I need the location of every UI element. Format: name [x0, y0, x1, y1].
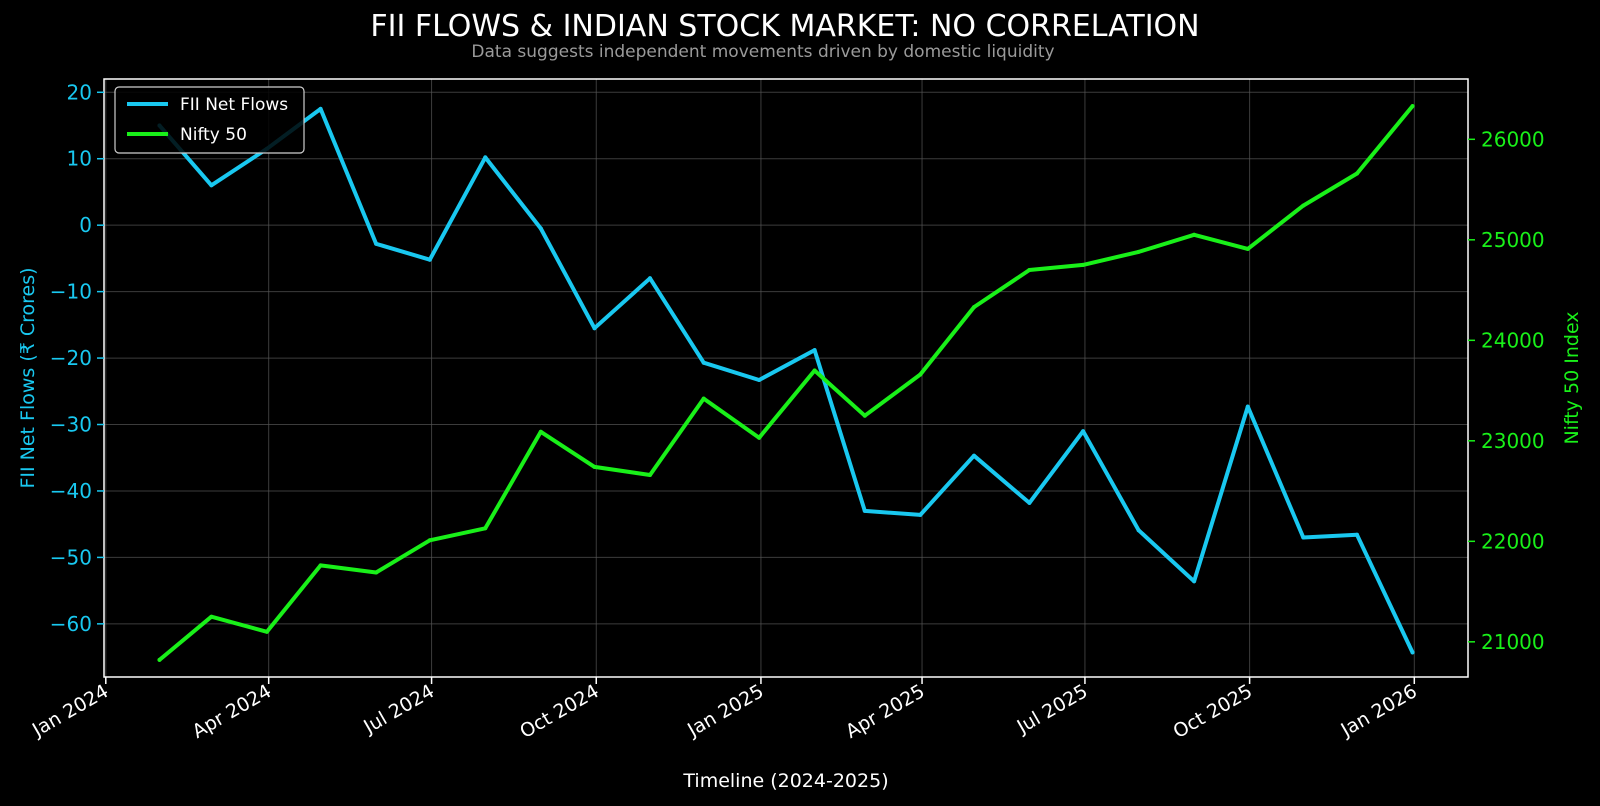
flows-point [1192, 579, 1197, 584]
flows-point [209, 183, 214, 188]
y-axis-right-label: Nifty 50 Index [1561, 311, 1583, 444]
y-axis-left: 20 10 0 −10 −20 −30 −40 −50 −60 [50, 80, 104, 636]
flows-point [1301, 535, 1306, 540]
x-axis-label: Timeline (2024-2025) [682, 770, 888, 792]
nifty-point [757, 435, 762, 440]
nifty-point [1245, 246, 1250, 251]
y-left-tick-label: −20 [50, 346, 92, 370]
plot-frame [103, 78, 1469, 678]
flows-point [972, 453, 976, 458]
nifty-point [1355, 171, 1359, 176]
flows-point [1081, 429, 1086, 434]
nifty-point [374, 570, 379, 575]
nifty-point [538, 429, 543, 434]
nifty-point [1410, 104, 1415, 109]
y-right-tick-label: 22000 [1481, 529, 1545, 553]
flows-point [374, 241, 379, 246]
nifty-point [812, 368, 817, 373]
nifty-point [1136, 249, 1141, 254]
y-right-tick-label: 26000 [1481, 127, 1545, 151]
y-left-tick-label: 10 [67, 147, 92, 171]
y-left-tick-label: 20 [67, 80, 92, 104]
flows-point [318, 106, 323, 111]
nifty-point [701, 396, 706, 401]
y-left-tick-label: −10 [50, 280, 92, 304]
flows-point [1136, 528, 1141, 533]
y-axis-right: 21000 22000 23000 24000 25000 26000 [1468, 127, 1545, 654]
nifty-point [972, 305, 976, 310]
flows-point [1410, 650, 1415, 655]
legend-label-flows: FII Net Flows [180, 95, 288, 115]
y-left-tick-label: −60 [50, 612, 92, 636]
nifty-point [318, 563, 323, 568]
y-left-tick-label: −30 [50, 413, 92, 437]
y-left-tick-label: 0 [79, 213, 92, 237]
legend: FII Net Flows Nifty 50 [114, 86, 305, 154]
nifty-point [1192, 232, 1197, 237]
series-line-fii-net-flows [157, 106, 1415, 655]
nifty-point [157, 657, 162, 662]
flows-point [812, 348, 817, 353]
flows-point [757, 378, 762, 382]
nifty-point [264, 629, 269, 634]
grid-layer [104, 79, 1468, 677]
y-left-tick-label: −40 [50, 479, 92, 503]
nifty-point [427, 538, 432, 543]
nifty-point [648, 473, 652, 477]
nifty-point [918, 372, 923, 377]
flows-point [648, 276, 652, 281]
y-left-tick-label: −50 [50, 545, 92, 569]
flows-point [701, 360, 706, 365]
y-right-tick-label: 25000 [1481, 228, 1545, 252]
nifty-point [1301, 203, 1306, 208]
flows-point [483, 155, 488, 160]
flows-point [538, 226, 543, 231]
nifty-point [483, 526, 488, 531]
nifty-point [1027, 268, 1032, 272]
flows-point [1245, 404, 1250, 409]
y-right-tick-label: 21000 [1481, 630, 1545, 654]
y-right-tick-label: 23000 [1481, 429, 1545, 453]
flows-point [862, 508, 867, 513]
series-layer [157, 104, 1415, 662]
chart-title: FII FLOWS & INDIAN STOCK MARKET: NO CORR… [370, 9, 1199, 44]
flows-point [427, 257, 432, 262]
flows-point [1027, 500, 1032, 505]
y-axis-left-label: FII Net Flows (₹ Crores) [17, 267, 39, 488]
legend-label-nifty: Nifty 50 [180, 125, 247, 145]
nifty-point [1081, 262, 1086, 267]
flows-point [592, 326, 597, 331]
y-right-tick-label: 24000 [1481, 328, 1545, 352]
chart-subtitle: Data suggests independent movements driv… [471, 42, 1054, 62]
nifty-point [592, 464, 597, 469]
series-line-nifty-50 [157, 104, 1415, 662]
flows-point [1355, 532, 1359, 537]
nifty-point [862, 413, 867, 418]
flows-point [918, 512, 923, 517]
nifty-point [209, 614, 214, 619]
